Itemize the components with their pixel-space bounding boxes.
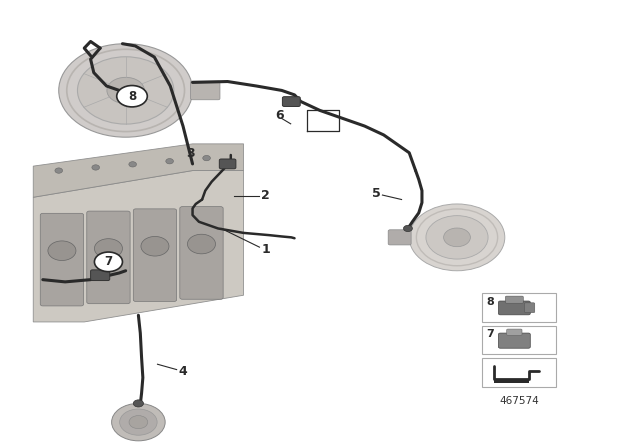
Bar — [483, 358, 556, 387]
Bar — [483, 293, 556, 322]
Circle shape — [77, 57, 174, 124]
Circle shape — [129, 416, 148, 429]
Circle shape — [111, 404, 165, 441]
Circle shape — [107, 78, 145, 103]
FancyBboxPatch shape — [506, 296, 524, 303]
FancyBboxPatch shape — [499, 301, 531, 315]
FancyBboxPatch shape — [91, 270, 109, 280]
FancyBboxPatch shape — [388, 230, 411, 245]
Text: 5: 5 — [372, 187, 380, 200]
Circle shape — [403, 225, 412, 232]
FancyBboxPatch shape — [507, 329, 522, 335]
Circle shape — [141, 237, 169, 256]
Circle shape — [166, 159, 173, 164]
Circle shape — [444, 228, 470, 247]
Text: 467574: 467574 — [499, 396, 539, 406]
Circle shape — [409, 204, 505, 271]
Circle shape — [133, 400, 143, 407]
Text: 4: 4 — [179, 365, 188, 378]
Circle shape — [95, 252, 122, 271]
FancyBboxPatch shape — [282, 97, 300, 107]
Bar — [494, 379, 529, 383]
Circle shape — [120, 409, 157, 435]
FancyBboxPatch shape — [191, 81, 220, 100]
Text: 8: 8 — [486, 297, 494, 306]
Circle shape — [55, 168, 63, 173]
Text: 7: 7 — [486, 329, 494, 339]
Text: 7: 7 — [104, 255, 113, 268]
FancyBboxPatch shape — [525, 303, 535, 313]
FancyBboxPatch shape — [133, 209, 177, 302]
Polygon shape — [33, 171, 244, 322]
Text: 6: 6 — [276, 109, 284, 122]
Text: 3: 3 — [186, 147, 195, 160]
Circle shape — [116, 86, 147, 107]
Text: 2: 2 — [262, 190, 270, 202]
FancyBboxPatch shape — [40, 213, 84, 306]
FancyBboxPatch shape — [87, 211, 130, 304]
Text: 1: 1 — [262, 243, 270, 256]
Circle shape — [92, 165, 100, 170]
Circle shape — [95, 239, 122, 258]
FancyBboxPatch shape — [220, 159, 236, 169]
Text: 8: 8 — [128, 90, 136, 103]
Circle shape — [48, 241, 76, 260]
Bar — [483, 326, 556, 354]
Circle shape — [129, 162, 136, 167]
Circle shape — [188, 234, 216, 254]
Polygon shape — [33, 144, 244, 197]
Circle shape — [59, 44, 193, 137]
Circle shape — [426, 215, 488, 259]
FancyBboxPatch shape — [499, 333, 531, 348]
FancyBboxPatch shape — [180, 207, 223, 299]
Circle shape — [203, 155, 211, 161]
